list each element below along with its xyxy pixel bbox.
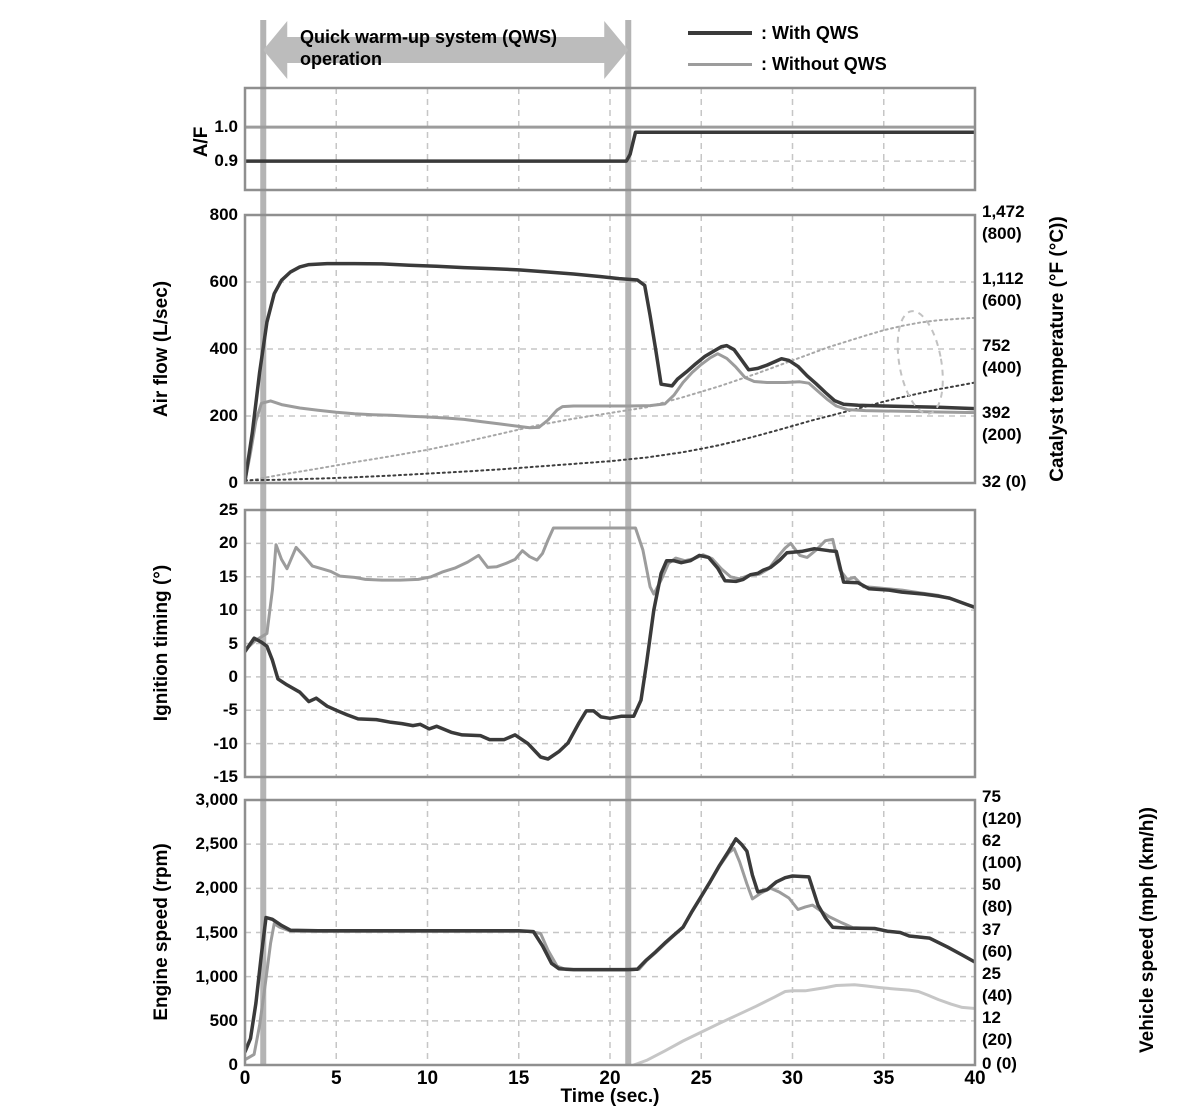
air_flow-right-tick-label: (600) <box>982 291 1022 310</box>
air_flow-series-with-qws-line <box>244 261 976 484</box>
engine-y-tick-label: 1,000 <box>195 966 238 986</box>
air_flow-y-tick-label: 0 <box>228 473 238 492</box>
air_flow-right-tick-label: 1,112 <box>982 269 1024 288</box>
air_flow-right-tick-label: (200) <box>982 425 1022 444</box>
af-gridlines <box>245 88 975 190</box>
x-tick-label: 20 <box>599 1068 621 1089</box>
ignition-gridlines <box>245 510 975 777</box>
engine-right-tick-label: 25 <box>982 963 1001 983</box>
engine-y-tick-label: 3,000 <box>195 790 238 809</box>
engine-right-tick-label: 0 (0) <box>982 1054 1017 1073</box>
air_flow-y-tick-label: 600 <box>209 272 238 291</box>
qws-banner-line2: operation <box>300 49 383 69</box>
air_flow-series-without-qws-line <box>244 352 976 483</box>
air_flow-panel-border <box>243 213 977 485</box>
air_flow-y-tick-label: 200 <box>209 406 238 425</box>
ignition-series-without-qws-line <box>244 526 976 652</box>
engine-panel-border <box>243 798 977 1067</box>
ignition-y-tick-label: -5 <box>222 700 238 720</box>
engine-right-tick-label: 12 <box>982 1007 1001 1027</box>
air_flow-y-tick-label: 400 <box>209 339 238 358</box>
engine-right-tick-label: (100) <box>982 853 1022 873</box>
x-tick-label: 25 <box>690 1068 712 1089</box>
af-y-tick-label: 0.9 <box>214 151 238 171</box>
engine-y-tick-label: 2,000 <box>195 878 238 898</box>
ignition-series-with-qws-line <box>244 546 976 761</box>
ignition-y-tick-label: -15 <box>213 767 238 786</box>
legend-label-without-qws: : Without QWS <box>761 54 887 74</box>
time-axis-title: Time (sec.) <box>560 1086 660 1107</box>
air_flow-right-tick-label: 392 <box>982 403 1011 422</box>
air_flow-gridlines <box>245 215 975 483</box>
with-qws-line-swatch <box>688 31 752 35</box>
af-panel-border <box>243 86 977 192</box>
x-tick-label: 40 <box>964 1068 986 1089</box>
engine-right-tick-label: (40) <box>982 985 1013 1005</box>
ignition-panel-border <box>243 508 977 779</box>
engine-y-tick-label: 2,500 <box>195 834 238 854</box>
engine-right-tick-label: (120) <box>982 809 1022 828</box>
x-tick-label: 5 <box>330 1068 342 1089</box>
engine-right-tick-label: (20) <box>982 1029 1013 1049</box>
ignition-y-tick-label: -10 <box>213 733 238 753</box>
air_flow-right-tick-label: 1,472 <box>982 202 1025 221</box>
x-tick-label: 10 <box>416 1068 439 1089</box>
ignition-y-tick-label: 10 <box>219 600 238 620</box>
engine-y-tick-label: 500 <box>209 1010 238 1030</box>
engine-y-tick-label: 1,500 <box>195 922 238 942</box>
ignition-y-tick-label: 15 <box>219 566 238 586</box>
x-tick-label: 35 <box>873 1068 895 1089</box>
engine-series-with-qws-line <box>244 837 976 1054</box>
engine-right-tick-label: 62 <box>982 831 1001 851</box>
event-marker-bar-1 <box>260 20 267 1065</box>
x-tick-label: 30 <box>781 1068 804 1089</box>
air_flow-series-catalyst-temperature-rapid-rise-dotted-line <box>244 316 976 483</box>
x-tick-label: 15 <box>508 1068 530 1089</box>
engine-series-vehicle-speed-line <box>632 983 976 1066</box>
engine-right-tick-label: 75 <box>982 787 1001 806</box>
legend-label-with-qws: : With QWS <box>761 23 859 43</box>
x-tick-label: 0 <box>239 1068 251 1089</box>
without-qws-line-swatch <box>688 62 752 66</box>
ignition-y-tick-label: 0 <box>228 666 238 686</box>
qws-banner-line1: Quick warm-up system (QWS) <box>300 27 558 47</box>
engine-right-tick-label: 37 <box>982 919 1001 939</box>
engine-right-tick-label: 50 <box>982 875 1001 895</box>
af-y-tick-label: 1.0 <box>214 117 238 137</box>
event-marker-bar-2 <box>625 20 632 1065</box>
engine-right-tick-label: (80) <box>982 897 1013 917</box>
ignition-y-tick-label: 20 <box>219 533 238 553</box>
legend: : With QWS : Without QWS <box>688 22 887 84</box>
engine-right-tick-label: (60) <box>982 941 1013 961</box>
af-series-with-qws-line <box>244 130 976 163</box>
engine-y-tick-label: 0 <box>228 1055 238 1074</box>
air_flow-right-tick-label: (400) <box>982 358 1022 377</box>
qws-banner-label: Quick warm-up system (QWS) operation <box>300 26 557 70</box>
legend-item-without-qws: : Without QWS <box>688 53 887 75</box>
catalyst-temperature-highlight-ellipse <box>896 310 944 415</box>
air_flow-right-tick-label: 752 <box>982 336 1011 355</box>
air_flow-series-catalyst-temperature-slow-rise-dotted-line <box>244 381 976 482</box>
qws-operation-arrow <box>263 21 629 79</box>
air_flow-right-tick-label: (800) <box>982 224 1022 243</box>
ignition-y-tick-label: 5 <box>228 633 238 653</box>
ignition-y-tick-label: 25 <box>219 500 238 519</box>
air_flow-right-tick-label: 32 (0) <box>982 472 1027 491</box>
legend-item-with-qws: : With QWS <box>688 22 887 44</box>
air_flow-y-tick-label: 800 <box>209 205 238 224</box>
